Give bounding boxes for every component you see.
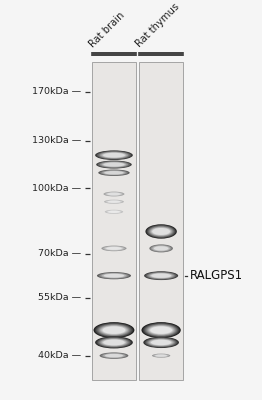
Ellipse shape xyxy=(149,226,173,237)
Ellipse shape xyxy=(101,326,127,334)
Ellipse shape xyxy=(99,338,129,347)
Ellipse shape xyxy=(150,326,172,334)
Ellipse shape xyxy=(107,200,121,203)
Ellipse shape xyxy=(98,161,130,168)
Ellipse shape xyxy=(101,338,127,346)
Ellipse shape xyxy=(106,200,122,203)
Ellipse shape xyxy=(100,325,128,335)
Ellipse shape xyxy=(95,150,133,160)
Ellipse shape xyxy=(144,323,179,337)
Ellipse shape xyxy=(102,170,126,175)
Ellipse shape xyxy=(101,353,127,358)
Ellipse shape xyxy=(102,326,125,334)
Ellipse shape xyxy=(149,326,173,334)
Ellipse shape xyxy=(152,354,170,358)
Ellipse shape xyxy=(150,339,173,346)
Text: 55kDa —: 55kDa — xyxy=(38,293,81,302)
Ellipse shape xyxy=(102,273,126,278)
Ellipse shape xyxy=(102,339,126,346)
Ellipse shape xyxy=(103,153,125,158)
Ellipse shape xyxy=(150,273,172,278)
Text: 100kDa —: 100kDa — xyxy=(32,184,81,193)
Ellipse shape xyxy=(145,337,178,348)
Ellipse shape xyxy=(141,322,181,338)
Ellipse shape xyxy=(152,228,170,235)
Ellipse shape xyxy=(107,192,121,196)
Ellipse shape xyxy=(100,273,128,278)
Ellipse shape xyxy=(155,354,167,357)
Ellipse shape xyxy=(101,152,127,158)
Ellipse shape xyxy=(95,336,133,348)
Text: 170kDa —: 170kDa — xyxy=(32,87,81,96)
Ellipse shape xyxy=(145,272,177,280)
Ellipse shape xyxy=(104,171,124,174)
Ellipse shape xyxy=(106,210,122,213)
Ellipse shape xyxy=(98,170,130,176)
Ellipse shape xyxy=(97,324,130,336)
Ellipse shape xyxy=(97,272,131,279)
Ellipse shape xyxy=(106,247,122,250)
Text: Rat thymus: Rat thymus xyxy=(134,2,182,49)
Ellipse shape xyxy=(144,271,178,280)
Ellipse shape xyxy=(152,246,170,251)
Ellipse shape xyxy=(105,354,123,357)
Ellipse shape xyxy=(145,224,177,239)
Ellipse shape xyxy=(104,274,124,278)
Bar xyxy=(92,62,136,380)
Ellipse shape xyxy=(100,152,128,158)
Ellipse shape xyxy=(103,246,125,251)
Ellipse shape xyxy=(147,325,175,336)
Ellipse shape xyxy=(149,244,173,252)
Ellipse shape xyxy=(154,354,169,357)
Ellipse shape xyxy=(148,272,174,279)
Ellipse shape xyxy=(103,340,125,345)
Ellipse shape xyxy=(105,246,123,250)
Ellipse shape xyxy=(143,323,180,338)
Ellipse shape xyxy=(148,226,174,238)
Ellipse shape xyxy=(147,272,175,279)
Ellipse shape xyxy=(98,151,130,159)
Ellipse shape xyxy=(105,210,123,214)
Ellipse shape xyxy=(99,272,129,279)
Ellipse shape xyxy=(96,323,132,337)
Ellipse shape xyxy=(100,352,128,359)
Text: RALGPS1: RALGPS1 xyxy=(190,269,243,282)
Ellipse shape xyxy=(98,338,130,348)
Ellipse shape xyxy=(96,160,132,168)
Ellipse shape xyxy=(104,200,124,204)
Text: Rat brain: Rat brain xyxy=(87,10,127,49)
Text: 70kDa —: 70kDa — xyxy=(38,249,81,258)
Ellipse shape xyxy=(96,337,132,348)
Text: 130kDa —: 130kDa — xyxy=(32,136,81,145)
Ellipse shape xyxy=(145,324,178,336)
Ellipse shape xyxy=(100,170,128,176)
Ellipse shape xyxy=(101,162,127,167)
Ellipse shape xyxy=(100,162,128,168)
Ellipse shape xyxy=(146,338,176,347)
Ellipse shape xyxy=(151,227,171,236)
Ellipse shape xyxy=(103,192,124,196)
Ellipse shape xyxy=(95,323,133,338)
Ellipse shape xyxy=(105,192,123,196)
Ellipse shape xyxy=(146,324,176,336)
Ellipse shape xyxy=(94,322,134,338)
Ellipse shape xyxy=(151,245,171,252)
Ellipse shape xyxy=(103,353,125,358)
Text: 40kDa —: 40kDa — xyxy=(38,351,81,360)
Ellipse shape xyxy=(97,151,131,160)
Ellipse shape xyxy=(101,246,127,251)
Ellipse shape xyxy=(146,225,176,238)
Ellipse shape xyxy=(148,339,174,346)
Ellipse shape xyxy=(148,325,174,335)
Ellipse shape xyxy=(99,324,129,336)
Ellipse shape xyxy=(151,274,171,278)
Ellipse shape xyxy=(103,162,125,167)
Ellipse shape xyxy=(151,340,171,345)
Ellipse shape xyxy=(143,337,179,348)
Ellipse shape xyxy=(147,338,175,347)
Bar xyxy=(139,62,183,380)
Ellipse shape xyxy=(150,227,172,236)
Ellipse shape xyxy=(154,246,168,250)
Ellipse shape xyxy=(108,210,120,213)
